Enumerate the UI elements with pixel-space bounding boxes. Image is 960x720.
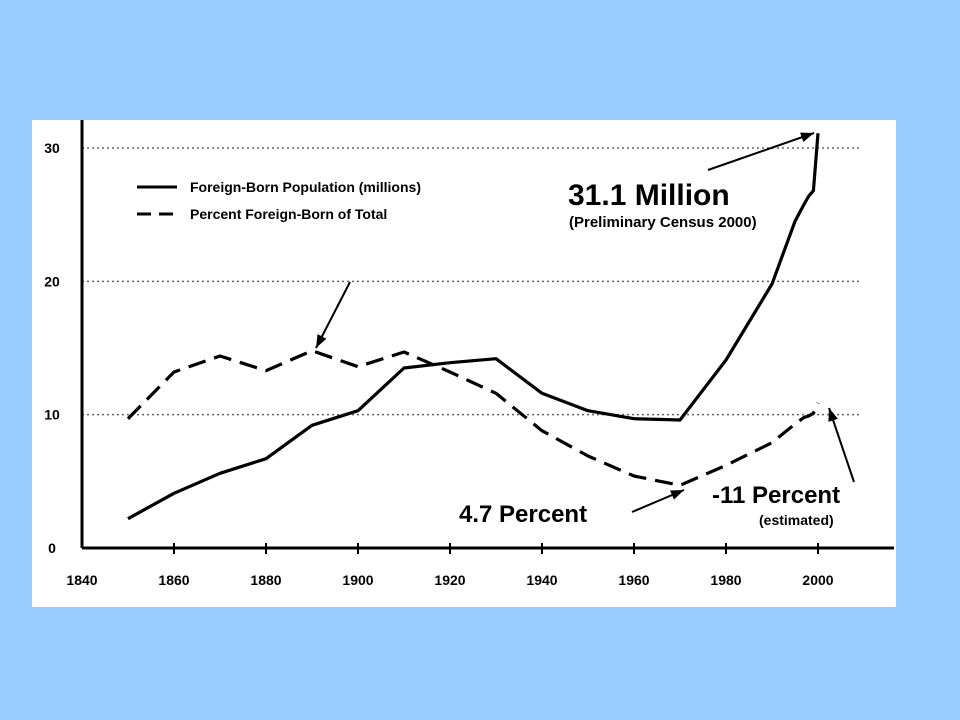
x-tick-label-1920: 1920	[434, 572, 465, 588]
x-tick-label-1860: 1860	[158, 572, 189, 588]
annotation-31-million: 31.1 Million	[568, 179, 730, 212]
arrow-4-7-percent-head	[670, 490, 684, 500]
arrow-31-million-head	[800, 132, 814, 143]
x-tick-label-1880: 1880	[250, 572, 281, 588]
arrow-11-percent-head	[828, 408, 838, 422]
x-tick-label-1940: 1940	[526, 572, 557, 588]
chart-panel: 0 10 20 30 1840 1860 1880 1900 1920 1940 1960 1980 2…	[32, 120, 896, 607]
x-tick-label-1900: 1900	[342, 572, 373, 588]
x-tick-label-1980: 1980	[710, 572, 741, 588]
series-line-percent	[126, 349, 820, 487]
y-tick-label-10: 10	[44, 407, 60, 423]
y-tick-label-20: 20	[44, 273, 60, 289]
line-chart: 0 10 20 30 1840 1860 1880 1900 1920 1940 1960 1980 2…	[44, 120, 894, 588]
legend-label-percent: Percent Foreign-Born of Total	[190, 206, 387, 222]
arrow-11-percent	[828, 407, 855, 483]
arrow-percent-peak-head	[316, 334, 327, 348]
x-tick-label-2000: 2000	[802, 572, 833, 588]
series-line-population	[127, 133, 820, 521]
legend: Foreign-Born Population (millions) Perce…	[137, 179, 421, 222]
x-tick-label-1840: 1840	[66, 572, 97, 588]
annotation-preliminary-census: (Preliminary Census 2000)	[569, 214, 757, 231]
x-tick-label-1960: 1960	[618, 572, 649, 588]
legend-label-population: Foreign-Born Population (millions)	[190, 179, 421, 195]
y-tick-label-0: 0	[48, 540, 56, 556]
annotation-11-percent: -11 Percent	[712, 482, 840, 509]
annotation-4-7-percent: 4.7 Percent	[459, 501, 587, 528]
arrow-31-million	[707, 132, 815, 171]
annotation-estimated: (estimated)	[759, 512, 834, 528]
y-tick-label-30: 30	[44, 140, 60, 156]
